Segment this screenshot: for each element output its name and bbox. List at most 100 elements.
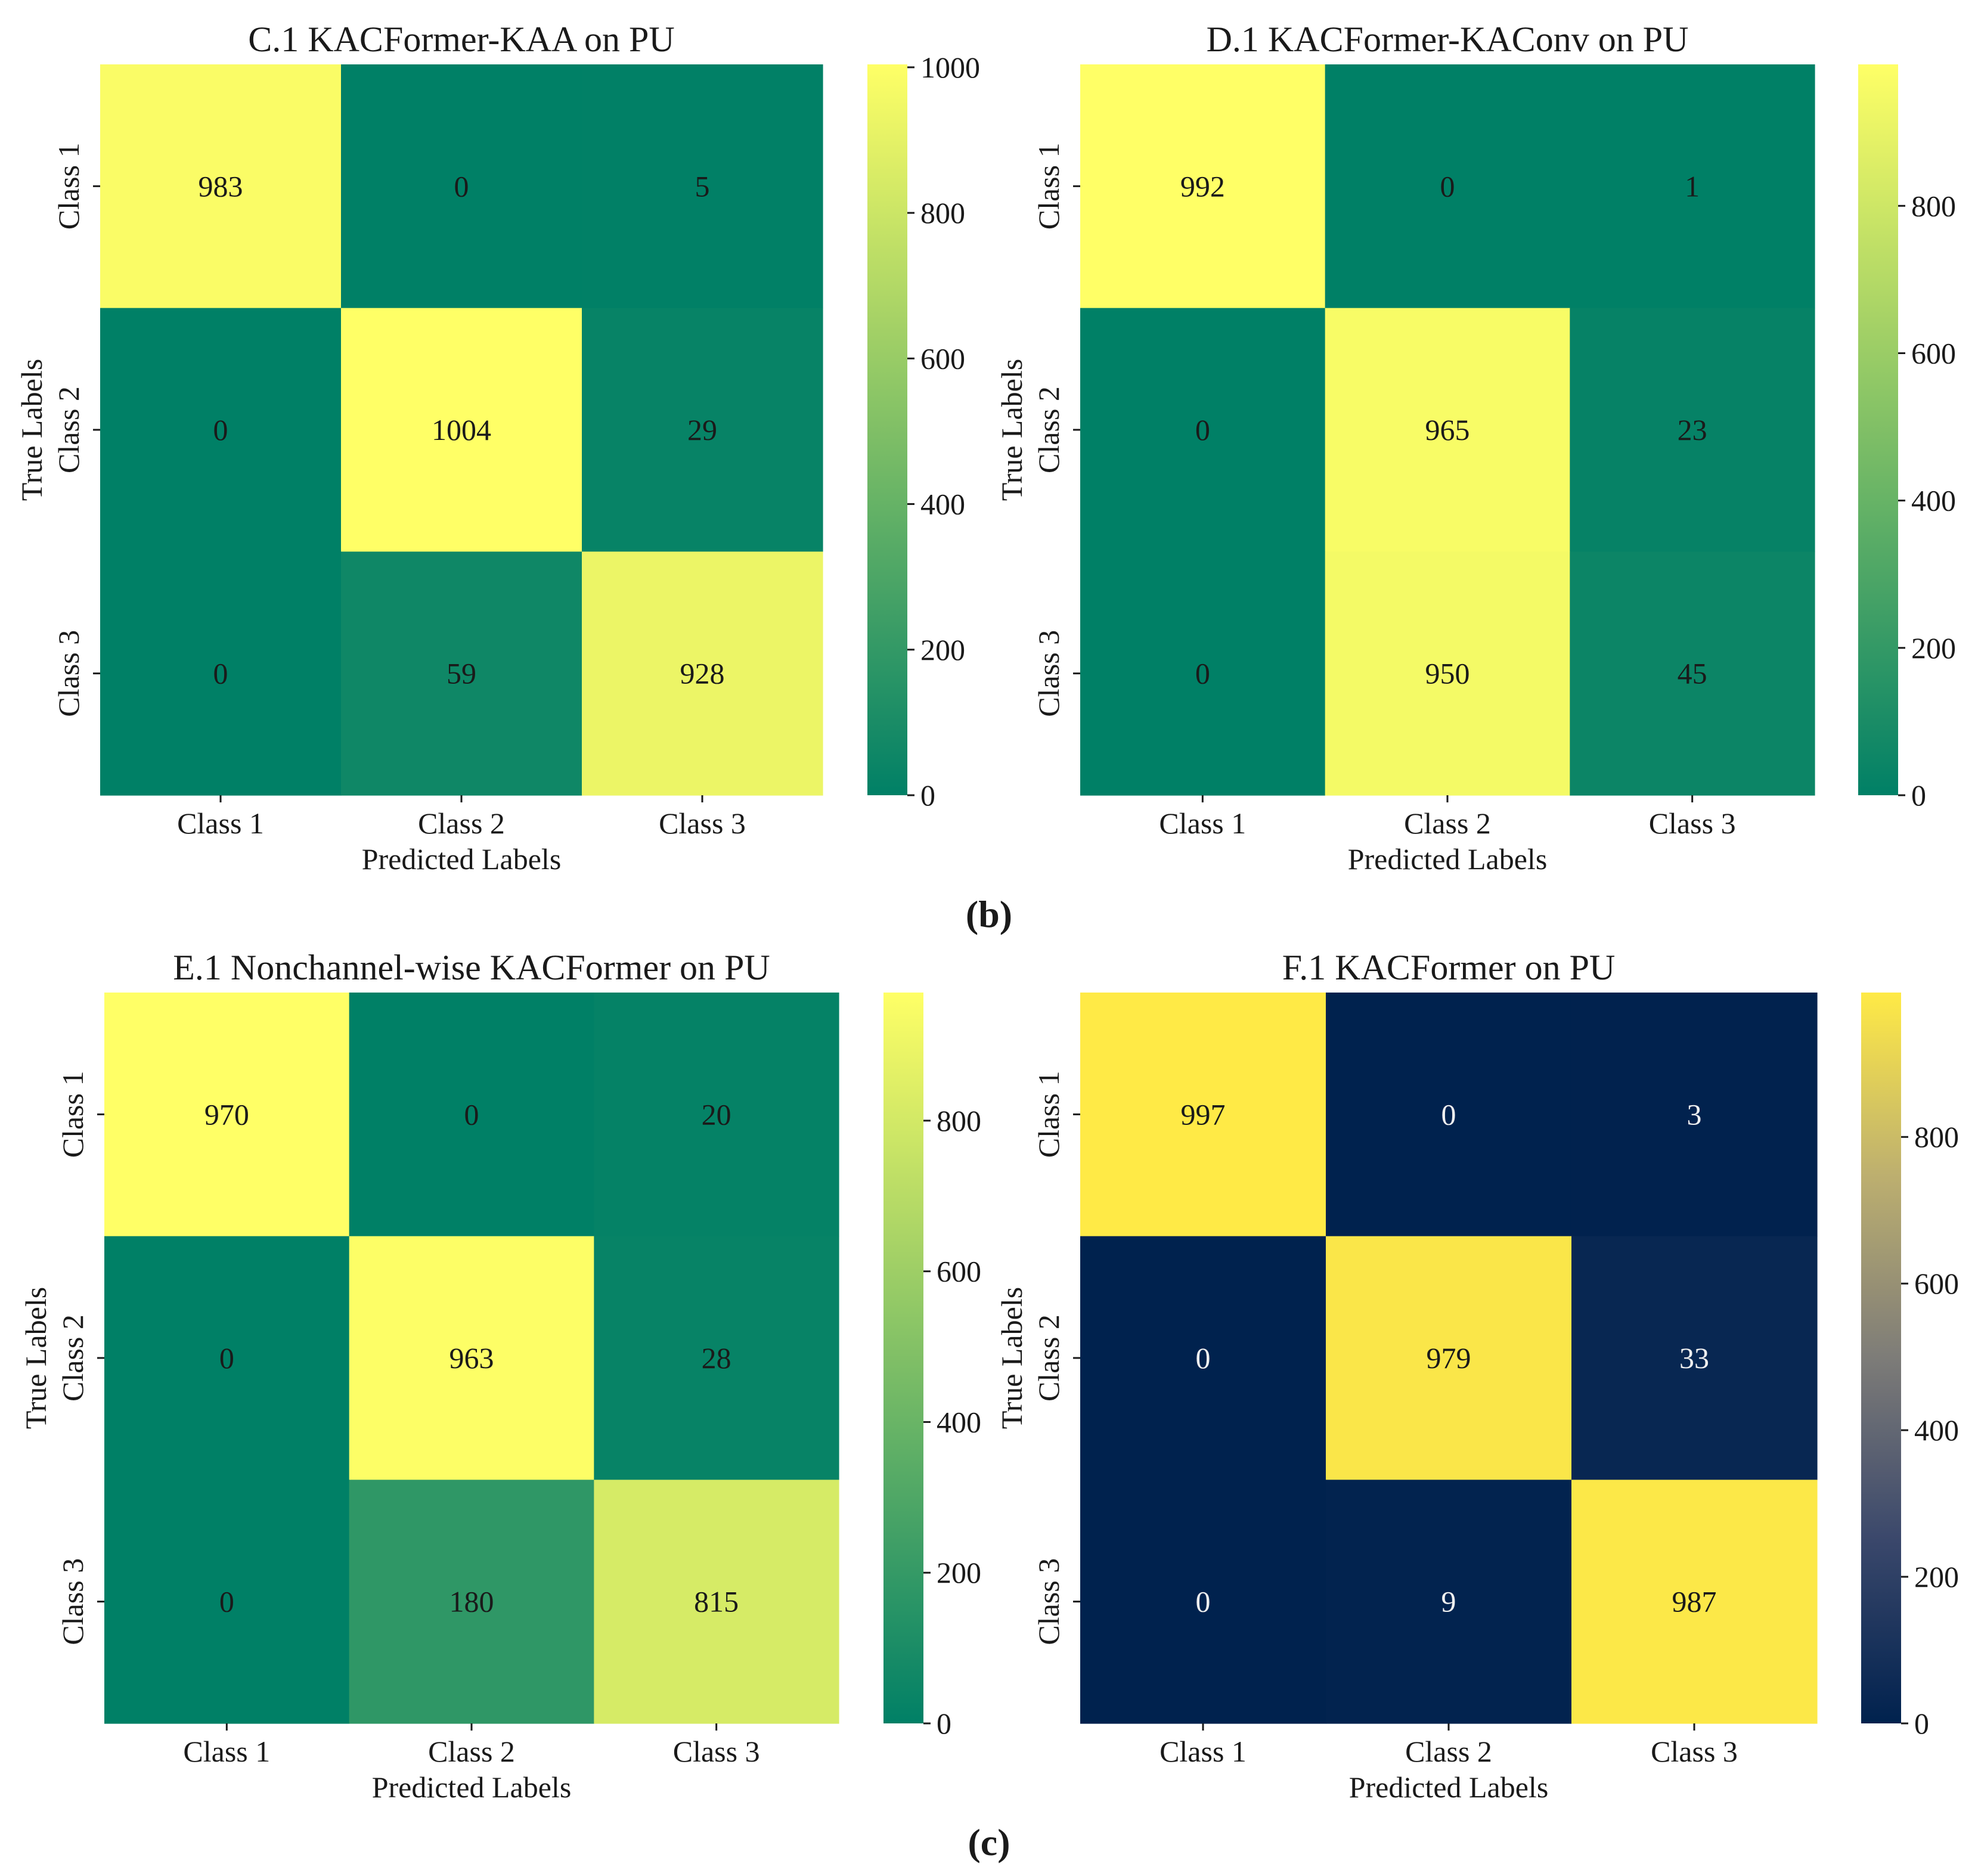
cell-value-label: 180: [449, 1585, 494, 1618]
panel-label: (c): [968, 1821, 1010, 1863]
cell-value-label: 0: [213, 413, 228, 446]
colorbar: [883, 993, 923, 1723]
x-tick-label: Class 1: [183, 1735, 270, 1768]
cell-value-label: 979: [1427, 1341, 1471, 1375]
y-tick-label: Class 3: [52, 630, 85, 717]
colorbar-tick-label: 200: [1914, 1560, 1959, 1593]
cell-value-label: 965: [1425, 413, 1470, 446]
heatmap-cell: [349, 1236, 594, 1480]
heatmap-cell: [100, 64, 342, 309]
heatmap-cell: [1571, 1236, 1818, 1480]
heatmap-cell: [582, 308, 823, 552]
colorbar-tick-label: 800: [1914, 1120, 1959, 1153]
x-tick-label: Class 1: [177, 807, 264, 840]
colorbar-tick-label: 400: [937, 1405, 981, 1438]
colorbar-tick-label: 400: [1914, 1413, 1959, 1447]
panel-label: (b): [966, 893, 1012, 935]
y-tick-label: Class 1: [1032, 1071, 1065, 1158]
heatmap-panel-3: E.1 Nonchannel-wise KACFormer on PU 970 0 2…: [19, 948, 981, 1804]
colorbar-tick-label: 0: [937, 1707, 951, 1740]
y-tick-label: Class 2: [1032, 1314, 1065, 1401]
heatmap-panel-4: F.1 KACFormer on PU 997 0 3 0 979 33 0 9 987 Class…: [995, 948, 1959, 1804]
chart-title: E.1 Nonchannel-wise KACFormer on PU: [173, 948, 770, 987]
heatmap-cell: [100, 308, 342, 552]
cell-value-label: 0: [1441, 1097, 1456, 1131]
colorbar: [1861, 993, 1901, 1723]
heatmap-cell: [1570, 308, 1815, 552]
x-tick-label: Class 1: [1159, 807, 1246, 840]
cell-value-label: 950: [1425, 657, 1470, 690]
cell-value-label: 0: [219, 1341, 234, 1375]
cell-value-label: 20: [702, 1097, 731, 1131]
colorbar-tick-label: 800: [920, 196, 965, 230]
cell-value-label: 0: [1195, 657, 1210, 690]
heatmap-cell: [1571, 993, 1818, 1237]
cell-value-label: 28: [702, 1341, 731, 1375]
heatmap-cell: [100, 551, 342, 796]
colorbar-tick-label: 0: [1911, 779, 1926, 812]
colorbar-tick-label: 600: [920, 342, 965, 375]
heatmap-cell: [1080, 1236, 1326, 1480]
cell-value-label: 928: [680, 657, 725, 690]
colorbar-tick-label: 200: [1911, 631, 1956, 665]
colorbar-tick-label: 800: [1911, 189, 1956, 222]
cell-value-label: 815: [694, 1585, 739, 1618]
heatmap-cell: [1326, 1236, 1572, 1480]
cell-value-label: 5: [695, 169, 710, 203]
heatmap-cell: [341, 308, 582, 552]
x-tick-label: Class 3: [1651, 1735, 1738, 1768]
cell-value-label: 0: [1195, 413, 1210, 446]
cell-value-label: 33: [1679, 1341, 1709, 1375]
heatmap-cell: [594, 1480, 839, 1724]
heatmap-cell: [1080, 993, 1326, 1237]
y-tick-label: Class 2: [1032, 386, 1065, 473]
y-tick-label: Class 1: [1032, 142, 1065, 230]
y-tick-label: Class 3: [1032, 1558, 1065, 1645]
colorbar-tick-label: 600: [1911, 336, 1956, 370]
heatmap-cell: [1326, 1480, 1572, 1724]
heatmap-cell: [1080, 64, 1326, 309]
cell-value-label: 45: [1678, 657, 1707, 690]
colorbar-tick-label: 800: [937, 1104, 981, 1137]
y-tick-label: Class 1: [56, 1071, 89, 1158]
colorbar: [1858, 64, 1898, 795]
colorbar: [867, 64, 907, 795]
cell-value-label: 0: [454, 169, 469, 203]
heatmap-panel-1: C.1 KACFormer-KAA on PU 983 0 5 0 1004 29 0 59 92…: [15, 20, 980, 876]
colorbar-tick-label: 200: [937, 1556, 981, 1589]
heatmap-cell: [1325, 64, 1570, 309]
heatmap-cell: [582, 551, 823, 796]
y-axis-label: True Labels: [15, 359, 48, 501]
heatmap-cell: [1325, 308, 1570, 552]
x-axis-label: Predicted Labels: [1348, 842, 1548, 876]
x-tick-label: Class 2: [428, 1735, 515, 1768]
chart-title: F.1 KACFormer on PU: [1282, 948, 1616, 987]
heatmap-cell: [1080, 551, 1326, 796]
heatmap-panel-2: D.1 KACFormer-KAConv on PU 992 0 1 0 965 23 0 95…: [995, 20, 1956, 876]
x-axis-label: Predicted Labels: [372, 1770, 572, 1804]
cell-value-label: 29: [687, 413, 717, 446]
cell-value-label: 992: [1180, 169, 1225, 203]
x-tick-label: Class 2: [1405, 1735, 1492, 1768]
y-tick-label: Class 3: [1032, 630, 1065, 717]
heatmap-cell: [1570, 64, 1815, 309]
colorbar-tick-label: 400: [920, 488, 965, 521]
x-tick-label: Class 2: [1404, 807, 1491, 840]
x-tick-label: Class 3: [1649, 807, 1736, 840]
cell-value-label: 983: [199, 169, 243, 203]
cell-value-label: 1: [1685, 169, 1700, 203]
cell-value-label: 0: [1196, 1585, 1211, 1618]
y-axis-label: True Labels: [995, 1287, 1028, 1429]
heatmap-cell: [349, 993, 594, 1237]
heatmap-cell: [341, 551, 582, 796]
cell-value-label: 23: [1678, 413, 1707, 446]
heatmap-cell: [341, 64, 582, 309]
y-axis-label: True Labels: [995, 359, 1028, 501]
cell-value-label: 970: [204, 1097, 249, 1131]
heatmap-cell: [582, 64, 823, 309]
heatmap-cell: [1080, 1480, 1326, 1724]
chart-title: C.1 KACFormer-KAA on PU: [248, 20, 675, 59]
cell-value-label: 0: [1196, 1341, 1211, 1375]
heatmap-cell: [1325, 551, 1570, 796]
